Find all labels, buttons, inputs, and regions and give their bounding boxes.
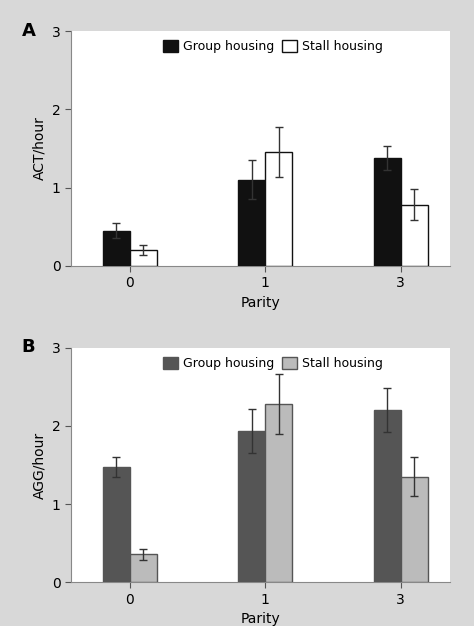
X-axis label: Parity: Parity — [241, 295, 281, 310]
Bar — [401, 476, 428, 582]
Bar — [374, 410, 401, 582]
Bar — [401, 205, 428, 265]
Y-axis label: AGG/hour: AGG/hour — [32, 431, 46, 498]
Y-axis label: ACT/hour: ACT/hour — [32, 116, 46, 180]
Bar — [103, 468, 130, 582]
Bar — [103, 230, 130, 265]
Text: B: B — [22, 339, 36, 356]
Bar — [238, 180, 265, 265]
Bar — [130, 554, 157, 582]
Bar — [374, 158, 401, 265]
X-axis label: Parity: Parity — [241, 612, 281, 626]
Bar — [265, 152, 292, 265]
Legend: Group housing, Stall housing: Group housing, Stall housing — [161, 38, 385, 56]
Bar — [265, 404, 292, 582]
Bar — [130, 250, 157, 265]
Legend: Group housing, Stall housing: Group housing, Stall housing — [161, 354, 385, 372]
Text: A: A — [22, 22, 36, 40]
Bar — [238, 431, 265, 582]
